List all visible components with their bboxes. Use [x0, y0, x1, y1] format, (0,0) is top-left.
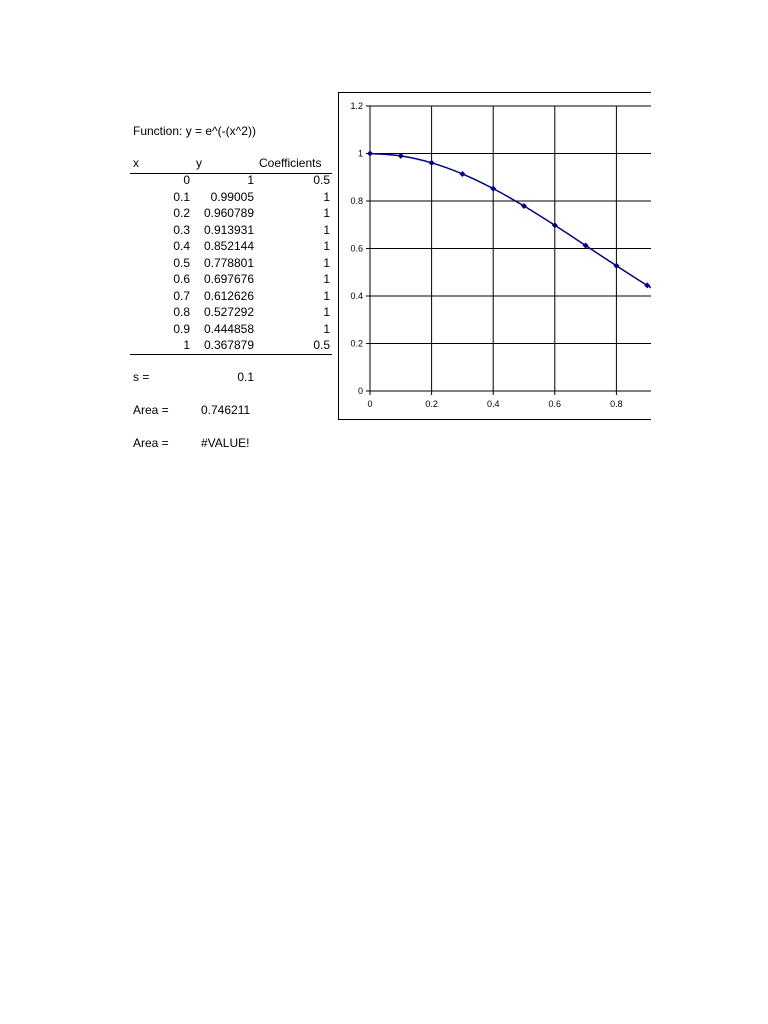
- chart-svg: 0 0.2 0.4 0.6 0.8 1 1.2 0 0.2 0.4 0.6 0.8: [350, 101, 651, 409]
- data-point: [397, 152, 404, 159]
- cell-coefficient: 1: [323, 206, 330, 220]
- data-point: [490, 185, 497, 192]
- cell-coefficient: 1: [323, 289, 330, 303]
- cell-coefficient: 1: [323, 272, 330, 286]
- cell-x: 0.6: [173, 272, 190, 286]
- cell-x: 0.4: [173, 239, 190, 253]
- data-point: [428, 159, 435, 166]
- y-tick-label: 1: [358, 149, 363, 159]
- data-point: [459, 170, 466, 177]
- cell-x: 0.3: [173, 223, 190, 237]
- data-point: [582, 242, 589, 249]
- cell-x: 0.2: [173, 206, 190, 220]
- chart-area: 0 0.2 0.4 0.6 0.8 1 1.2 0 0.2 0.4 0.6 0.8: [338, 92, 651, 420]
- area-value: 0.746211: [201, 403, 251, 417]
- cell-coefficient: 1: [323, 223, 330, 237]
- x-tick-label: 0.8: [610, 399, 623, 409]
- cell-y: 0.852144: [203, 239, 254, 253]
- cell-y: 0.913931: [203, 223, 254, 237]
- x-tick-label: 0: [367, 399, 372, 409]
- cell-x: 0.7: [173, 289, 190, 303]
- cell-x: 0: [183, 173, 190, 187]
- data-point: [367, 150, 373, 157]
- x-tick-label: 0.2: [425, 399, 438, 409]
- cell-coefficient: 1: [323, 322, 330, 336]
- cell-y: 0.612626: [203, 289, 254, 303]
- data-point: [644, 282, 651, 289]
- cell-x: 0.8: [173, 305, 190, 319]
- data-point: [551, 222, 558, 229]
- cell-y: 1: [247, 173, 254, 187]
- function-label: Function: y = e^(-(x^2)): [133, 124, 256, 138]
- cell-coefficient: 1: [323, 305, 330, 319]
- cell-x: 0.9: [173, 322, 190, 336]
- cell-y: 0.99005: [210, 190, 254, 204]
- header-y: y: [196, 156, 202, 170]
- cell-coefficient: 1: [323, 190, 330, 204]
- cell-coefficient: 0.5: [313, 173, 330, 187]
- cell-y: 0.367879: [203, 338, 254, 352]
- cell-coefficient: 0.5: [313, 338, 330, 352]
- s-value: 0.1: [237, 370, 254, 384]
- header-divider: [130, 173, 332, 174]
- area-label: Area =: [133, 403, 169, 417]
- data-point: [521, 203, 527, 210]
- y-tick-label: 1.2: [350, 101, 363, 111]
- header-coefficients: Coefficients: [259, 156, 322, 170]
- area-error-label: Area =: [133, 436, 169, 450]
- s-label: s =: [133, 370, 150, 384]
- area-error-value: #VALUE!: [201, 436, 250, 450]
- cell-y: 0.778801: [203, 256, 254, 270]
- data-point: [613, 262, 620, 269]
- cell-y: 0.960789: [203, 206, 254, 220]
- y-tick-label: 0.2: [350, 339, 363, 349]
- cell-coefficient: 1: [323, 256, 330, 270]
- y-tick-label: 0.4: [350, 291, 363, 301]
- x-tick-label: 0.4: [487, 399, 500, 409]
- cell-y: 0.444858: [203, 322, 254, 336]
- y-tick-label: 0.8: [350, 196, 363, 206]
- series-line: [369, 152, 651, 289]
- cell-y: 0.527292: [203, 305, 254, 319]
- header-x: x: [133, 156, 139, 170]
- y-tick-label: 0.6: [350, 244, 363, 254]
- y-tick-label: 0: [358, 386, 363, 396]
- x-tick-label: 0.6: [549, 399, 562, 409]
- cell-y: 0.697676: [203, 272, 254, 286]
- cell-x: 1: [183, 338, 190, 352]
- table-bottom-divider: [130, 354, 332, 355]
- cell-x: 0.5: [173, 256, 190, 270]
- cell-coefficient: 1: [323, 239, 330, 253]
- cell-x: 0.1: [173, 190, 190, 204]
